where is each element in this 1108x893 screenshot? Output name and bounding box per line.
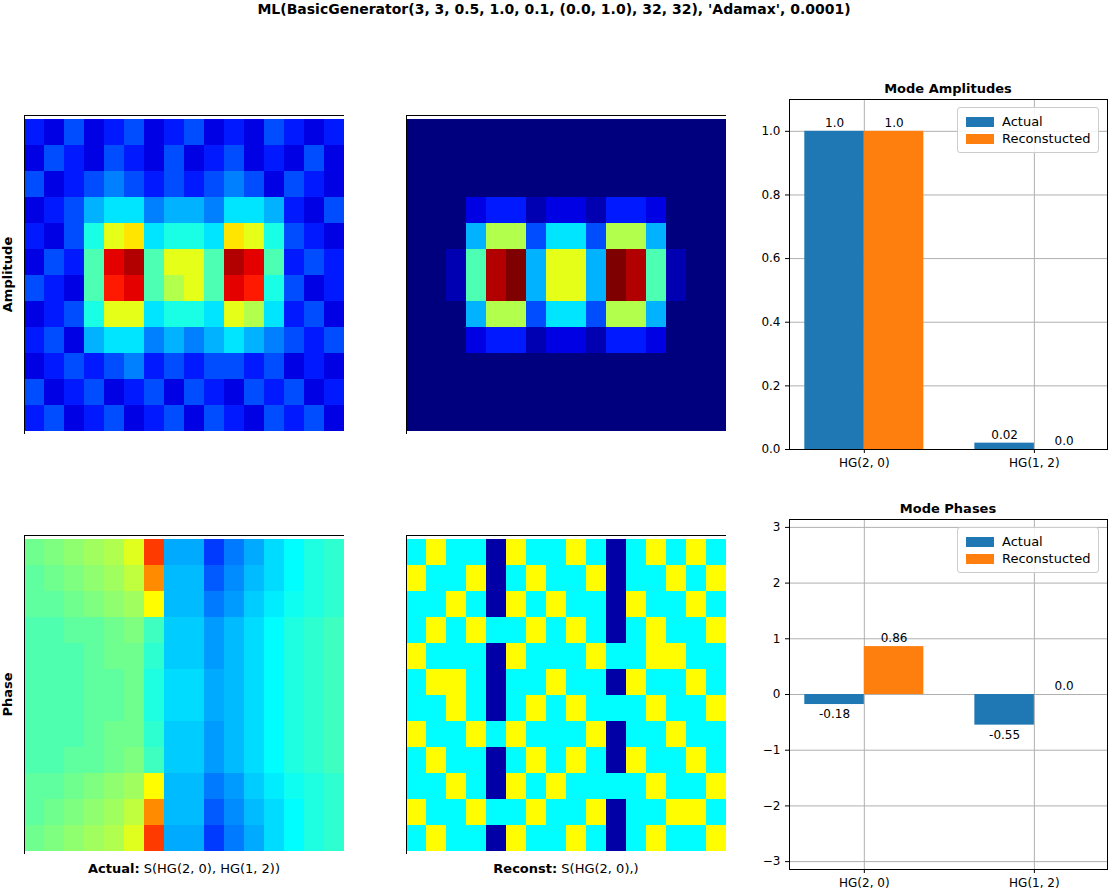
html-text:Reconstucted: Reconstucted	[1002, 131, 1091, 146]
svg-text:0.02: 0.02	[991, 428, 1018, 442]
svg-text:-0.55: -0.55	[989, 728, 1020, 742]
svg-text:-0.18: -0.18	[819, 707, 850, 721]
html-text:Actual: Actual	[1002, 534, 1043, 549]
svg-text:0.86: 0.86	[881, 631, 908, 645]
html-text:Actual: Actual	[1002, 114, 1043, 129]
svg-text:0.2: 0.2	[761, 379, 780, 393]
svg-text:−2: −2	[763, 799, 781, 813]
svg-text:−1: −1	[763, 743, 781, 757]
svg-text:0.0: 0.0	[761, 442, 780, 456]
svg-text:Reconst: S(HG(2, 0),): Reconst: S(HG(2, 0),)	[493, 861, 638, 876]
svg-text:0.8: 0.8	[761, 188, 780, 202]
svg-text:HG(1, 2): HG(1, 2)	[1009, 456, 1060, 470]
svg-text:HG(1, 2): HG(1, 2)	[1009, 876, 1060, 890]
svg-text:1.0: 1.0	[761, 124, 780, 138]
svg-text:Mode Phases: Mode Phases	[900, 501, 997, 516]
svg-text:1.0: 1.0	[885, 116, 904, 130]
svg-text:0.0: 0.0	[1055, 434, 1074, 448]
svg-text:1: 1	[773, 632, 781, 646]
svg-text:−3: −3	[763, 854, 781, 868]
svg-text:1.0: 1.0	[825, 116, 844, 130]
svg-text:0: 0	[773, 687, 781, 701]
svg-text:Phase: Phase	[0, 672, 15, 716]
svg-text:HG(2, 0): HG(2, 0)	[839, 876, 890, 890]
svg-text:2: 2	[773, 576, 781, 590]
svg-text:ML(BasicGenerator(3, 3, 0.5, 1: ML(BasicGenerator(3, 3, 0.5, 1.0, 0.1, (…	[257, 1, 850, 17]
svg-text:HG(2, 0): HG(2, 0)	[839, 456, 890, 470]
svg-text:0.4: 0.4	[761, 315, 780, 329]
svg-text:Mode Amplitudes: Mode Amplitudes	[884, 81, 1012, 96]
svg-text:3: 3	[773, 520, 781, 534]
svg-text:0.6: 0.6	[761, 251, 780, 265]
svg-text:Actual: S(HG(2, 0), HG(1, 2)): Actual: S(HG(2, 0), HG(1, 2))	[88, 861, 280, 876]
svg-text:0.0: 0.0	[1055, 679, 1074, 693]
html-text:Reconstucted: Reconstucted	[1002, 551, 1091, 566]
svg-text:Amplitude: Amplitude	[0, 237, 15, 313]
